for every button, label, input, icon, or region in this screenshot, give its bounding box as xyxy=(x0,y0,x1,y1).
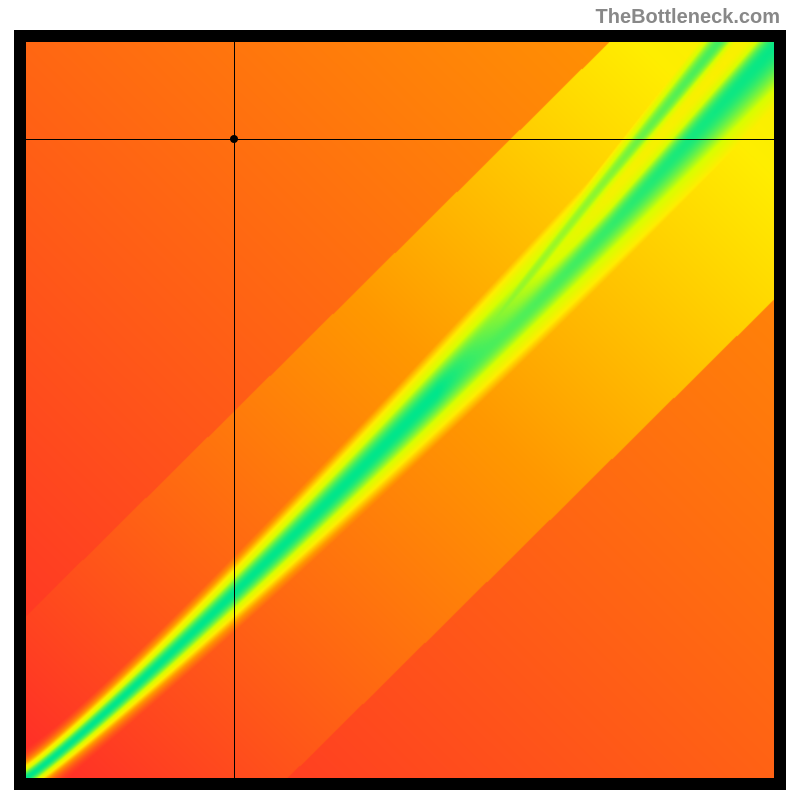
bottleneck-heatmap xyxy=(26,42,774,778)
crosshair-vertical xyxy=(234,42,235,778)
watermark-text: TheBottleneck.com xyxy=(596,6,780,29)
crosshair-marker xyxy=(230,135,238,143)
crosshair-horizontal xyxy=(26,139,774,140)
